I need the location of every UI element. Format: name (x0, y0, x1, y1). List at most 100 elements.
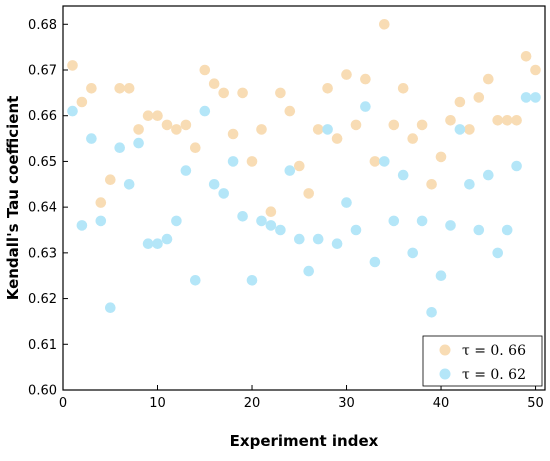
data-point-series-1-34 (379, 156, 390, 167)
legend-label-tau-066: τ = 0. 66 (462, 343, 526, 359)
data-point-series-1-5 (105, 302, 116, 314)
data-point-series-1-16 (208, 179, 220, 190)
data-point-series-1-41 (445, 220, 456, 231)
data-point-series-0-24 (284, 105, 296, 117)
data-point-series-1-11 (161, 233, 173, 245)
data-point-series-1-20 (246, 275, 258, 286)
x-tick-label-0: 0 (59, 396, 67, 411)
data-point-series-1-46 (492, 247, 504, 259)
y-tick-label-0.60: 0.60 (28, 384, 57, 399)
data-point-series-0-46 (492, 115, 504, 126)
data-point-series-1-26 (303, 265, 315, 277)
data-point-series-0-18 (227, 128, 239, 140)
data-point-series-1-4 (95, 215, 107, 227)
data-point-series-1-33 (369, 256, 381, 268)
data-point-series-1-45 (483, 169, 494, 181)
data-point-series-0-32 (360, 73, 371, 85)
data-point-series-0-15 (199, 64, 211, 76)
data-point-series-0-8 (133, 124, 144, 135)
data-point-series-0-5 (105, 174, 116, 185)
data-point-series-1-44 (473, 224, 485, 236)
data-point-series-0-42 (454, 96, 466, 108)
data-point-series-0-38 (416, 119, 428, 131)
data-point-series-1-22 (265, 220, 277, 231)
data-point-series-0-41 (445, 115, 456, 126)
data-point-series-1-14 (190, 275, 201, 286)
legend: τ = 0. 66 τ = 0. 62 (422, 335, 543, 387)
data-point-series-0-16 (208, 78, 220, 89)
x-tick-label-30: 30 (338, 396, 355, 411)
data-point-series-1-29 (331, 238, 343, 249)
data-point-series-1-30 (341, 197, 352, 208)
data-point-series-0-40 (435, 151, 447, 163)
data-point-series-0-21 (256, 124, 267, 135)
x-axis-ticks: 0 10 20 30 40 50 (59, 385, 544, 411)
data-point-series-1-37 (407, 247, 419, 259)
data-point-series-0-1 (67, 60, 78, 71)
data-point-series-0-25 (294, 160, 305, 172)
legend-marker-tau-062 (439, 368, 451, 380)
data-point-series-0-33 (369, 156, 381, 167)
data-point-series-1-50 (530, 92, 541, 103)
data-point-series-1-43 (464, 179, 475, 190)
data-point-series-0-35 (388, 119, 400, 131)
data-point-series-0-49 (520, 51, 532, 62)
data-point-series-0-4 (95, 197, 107, 208)
data-point-series-1-3 (86, 133, 97, 144)
data-point-series-0-30 (341, 69, 352, 80)
y-tick-label-0.62: 0.62 (28, 292, 57, 307)
data-point-series-1-27 (312, 233, 324, 245)
data-point-series-1-10 (152, 238, 163, 249)
data-point-series-1-12 (171, 215, 182, 227)
data-point-series-1-35 (388, 215, 400, 227)
data-point-series-0-31 (350, 119, 362, 131)
data-point-series-0-2 (76, 96, 88, 108)
data-point-series-0-45 (483, 73, 494, 85)
x-tick-label-20: 20 (244, 396, 261, 411)
data-point-series-1-28 (322, 124, 333, 135)
data-point-series-1-1 (67, 105, 78, 117)
y-tick-label-0.67: 0.67 (28, 64, 57, 79)
data-point-series-1-40 (435, 270, 447, 282)
data-point-series-1-42 (454, 124, 466, 135)
y-tick-label-0.63: 0.63 (28, 246, 57, 261)
data-point-series-1-17 (218, 188, 229, 199)
data-point-series-1-25 (294, 233, 305, 245)
data-point-series-1-47 (501, 224, 513, 236)
y-tick-label-0.61: 0.61 (28, 338, 57, 353)
data-point-series-1-39 (426, 307, 437, 318)
data-point-series-0-37 (407, 133, 419, 144)
data-point-series-0-10 (152, 110, 163, 121)
data-point-series-1-8 (133, 137, 144, 149)
data-point-series-0-20 (246, 156, 258, 167)
data-point-series-0-7 (123, 83, 135, 94)
y-tick-label-0.64: 0.64 (28, 201, 57, 216)
data-point-series-1-32 (360, 101, 371, 112)
data-point-series-1-49 (520, 92, 532, 103)
data-point-series-0-26 (303, 188, 315, 199)
data-point-series-0-43 (464, 124, 475, 135)
y-tick-label-0.66: 0.66 (28, 109, 57, 124)
data-point-series-0-19 (237, 87, 248, 99)
data-point-series-0-28 (322, 83, 333, 94)
data-point-series-0-27 (312, 124, 324, 135)
data-point-series-0-23 (275, 87, 286, 99)
data-point-series-1-23 (275, 224, 286, 236)
data-point-series-0-47 (501, 115, 513, 126)
plot-frame (62, 5, 546, 391)
data-point-series-0-17 (218, 87, 229, 99)
x-tick-label-10: 10 (149, 396, 166, 411)
data-point-series-1-7 (123, 179, 135, 190)
data-point-series-0-3 (86, 83, 97, 94)
x-tick-label-50: 50 (527, 396, 544, 411)
data-point-series-1-38 (416, 215, 428, 227)
data-point-series-1-6 (114, 142, 125, 153)
data-point-series-0-22 (265, 206, 277, 217)
legend-label-tau-062: τ = 0. 62 (462, 367, 526, 383)
y-tick-label-0.68: 0.68 (28, 18, 57, 33)
data-point-series-1-48 (511, 160, 522, 172)
data-point-series-0-44 (473, 92, 485, 103)
data-point-series-1-36 (397, 169, 409, 181)
data-points (67, 19, 541, 318)
